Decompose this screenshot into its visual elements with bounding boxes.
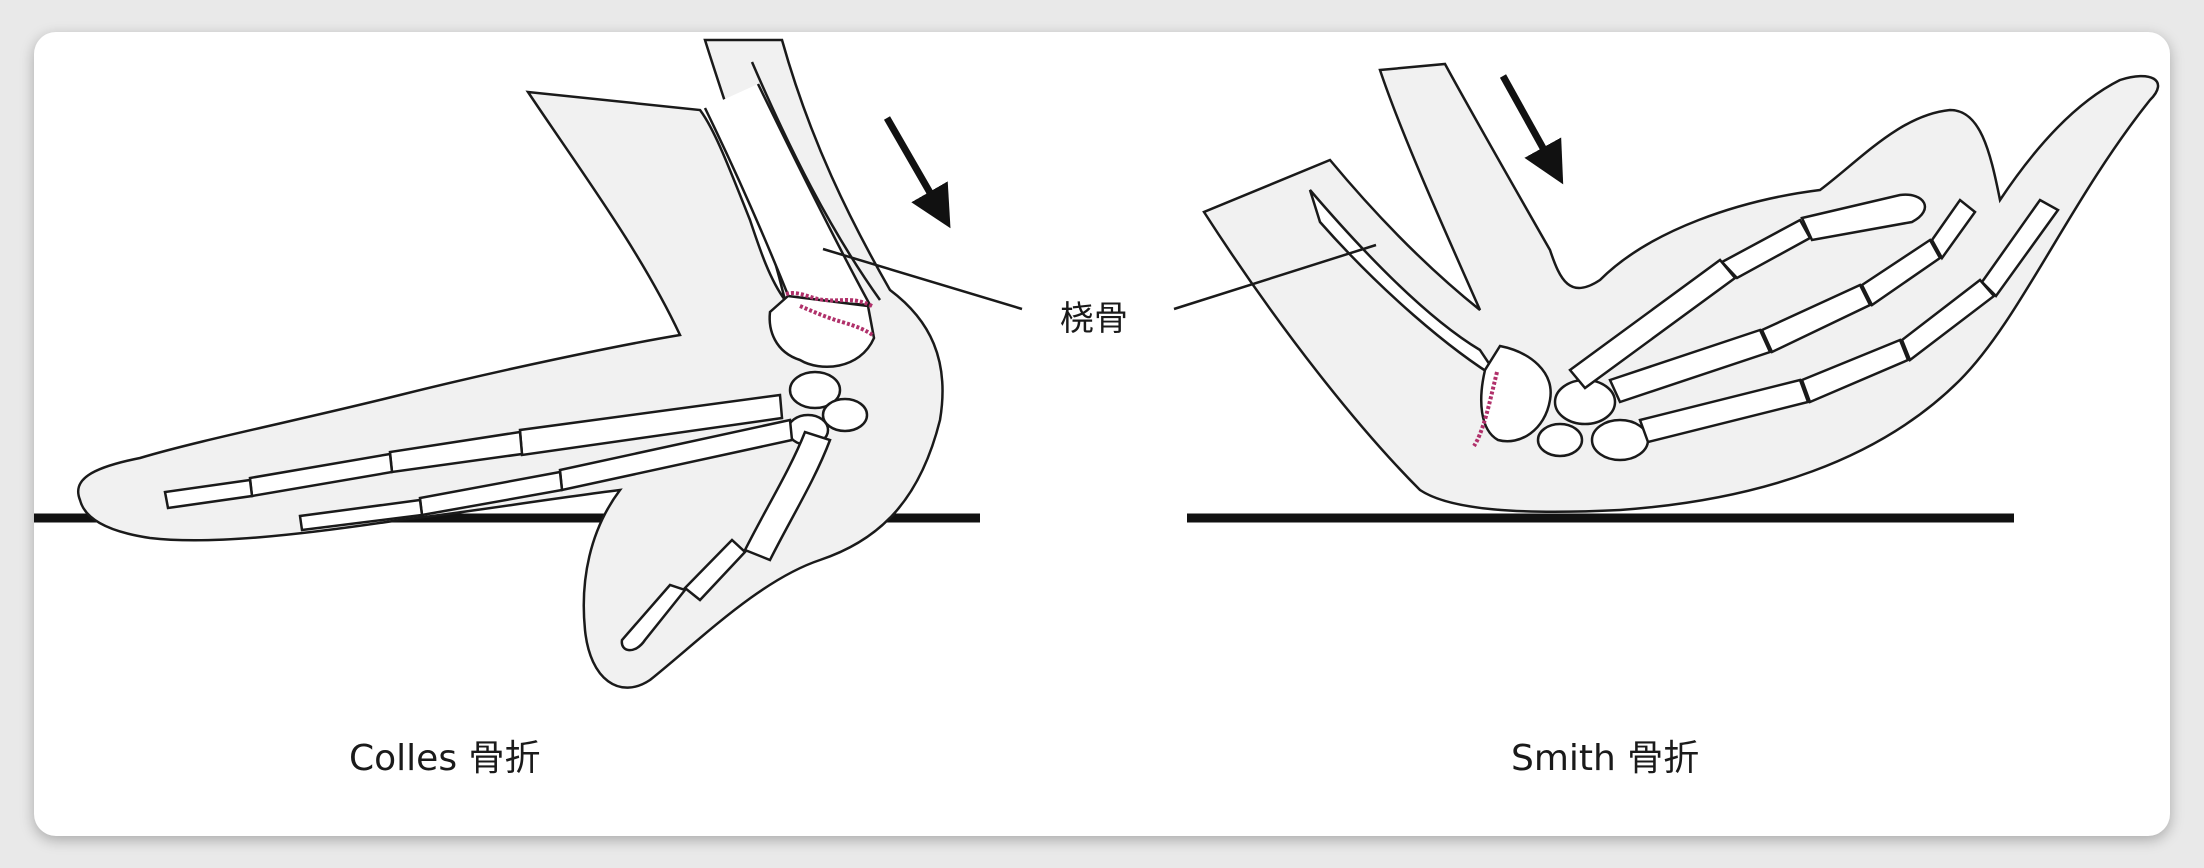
smith-carpals [1536,378,1650,462]
smith-radius-leader [1173,243,1377,311]
smith-finger-bones [1608,198,2060,444]
colles-hand-silhouette [77,38,944,689]
colles-finger-bones [163,393,794,532]
smith-caption: Smith 骨折 [1511,738,1700,779]
colles-force-arrow [883,116,951,229]
smith-force-arrow [1499,74,1564,185]
radius-callout-label: 桡骨 [1060,299,1128,339]
smith-fracture-line [1472,371,1499,448]
colles-thumb-bones [620,430,832,652]
colles-arm-outline [750,61,882,301]
colles-fracture-line [785,291,876,338]
colles-illustration [34,38,1023,689]
smith-distal-fragment [1480,344,1552,443]
colles-distal-fragment [768,294,876,368]
colles-caption: Colles 骨折 [349,738,541,779]
smith-thumb-bones [1568,193,1926,390]
colles-radius-leader [822,247,1023,311]
smith-illustration [1173,62,2160,523]
